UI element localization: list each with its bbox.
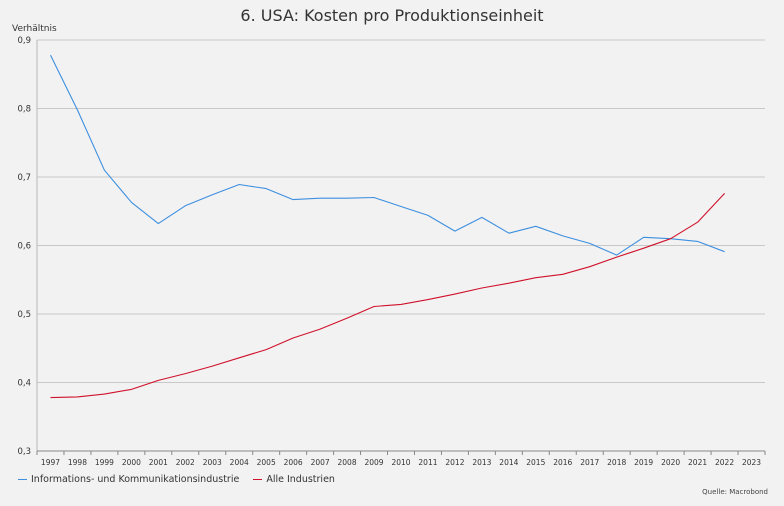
series-1-point	[212, 365, 213, 366]
series-0-point	[50, 54, 51, 55]
series-1-point	[77, 396, 78, 397]
legend-item-ikt: Informations- und Kommunikationsindustri…	[18, 474, 239, 485]
legend-label-ikt: Informations- und Kommunikationsindustri…	[31, 474, 240, 485]
series-0-point	[400, 206, 401, 207]
series-1-point	[589, 266, 590, 267]
x-tick-label: 2021	[688, 458, 707, 467]
series-0-point	[320, 198, 321, 199]
series-1-point	[50, 397, 51, 398]
series-1-point	[643, 248, 644, 249]
series-0-point	[131, 202, 132, 203]
x-tick-label: 2007	[311, 458, 330, 467]
series-0-point	[697, 241, 698, 242]
series-0-point	[454, 231, 455, 232]
x-tick-label: 1998	[68, 458, 87, 467]
series-0-point	[77, 109, 78, 110]
series-1-point	[670, 238, 671, 239]
y-tick-label: 0,9	[17, 36, 31, 46]
series-0-point	[589, 243, 590, 244]
y-tick-label: 0,7	[17, 173, 31, 183]
series-1-point	[535, 277, 536, 278]
x-tick-label: 2018	[607, 458, 626, 467]
x-tick-label: 2023	[742, 458, 761, 467]
x-tick-label: 2010	[391, 458, 410, 467]
series-1-point	[293, 337, 294, 338]
series-0-point	[481, 217, 482, 218]
series-1-point	[562, 274, 563, 275]
series-1-point	[373, 306, 374, 307]
series-0-point	[185, 205, 186, 206]
series-0-point	[104, 170, 105, 171]
series-1-point	[481, 287, 482, 288]
x-tick-label: 2002	[176, 458, 195, 467]
x-tick-label: 2016	[553, 458, 572, 467]
y-tick-label: 0,8	[17, 105, 31, 115]
series-0-point	[212, 194, 213, 195]
series-0-point	[562, 235, 563, 236]
series-0-point	[643, 237, 644, 238]
series-1-point	[346, 318, 347, 319]
legend-swatch-ikt	[18, 478, 27, 481]
series-0-point	[239, 184, 240, 185]
x-tick-label: 2008	[338, 458, 357, 467]
series-1-point	[320, 328, 321, 329]
series-line-1	[50, 193, 726, 399]
legend-label-alle: Alle Industrien	[266, 474, 335, 485]
series-0-point	[427, 215, 428, 216]
x-tick-label: 2015	[526, 458, 545, 467]
series-0-point	[158, 223, 159, 224]
x-tick-label: 2006	[284, 458, 303, 467]
x-tick-label: 2019	[634, 458, 653, 467]
legend: Informations- und Kommunikationsindustri…	[18, 474, 335, 485]
series-0-point	[266, 188, 267, 189]
x-tick-label: 2004	[230, 458, 249, 467]
x-tick-label: 2009	[364, 458, 383, 467]
legend-swatch-alle	[253, 478, 263, 481]
x-tick-label: 2000	[122, 458, 141, 467]
series-1-point	[400, 304, 401, 305]
series-0-point	[535, 226, 536, 227]
x-tick-label: 2013	[472, 458, 491, 467]
series-0-point	[616, 254, 617, 255]
series-1-point	[131, 389, 132, 390]
series-1-point	[697, 222, 698, 223]
series-1-point	[266, 349, 267, 350]
legend-item-alle: Alle Industrien	[253, 474, 335, 485]
series-0-point	[508, 233, 509, 234]
series-1-point	[239, 357, 240, 358]
x-tick-label: 2012	[445, 458, 464, 467]
y-axis-label: Verhältnis	[12, 24, 57, 34]
series-1-point	[104, 394, 105, 395]
source-note: Quelle: Macrobond	[702, 488, 768, 496]
x-tick-label: 2011	[418, 458, 437, 467]
series-1-point	[427, 299, 428, 300]
series-0-point	[293, 199, 294, 200]
x-tick-label: 2017	[580, 458, 599, 467]
x-tick-label: 2020	[661, 458, 680, 467]
y-tick-label: 0,5	[17, 310, 31, 320]
series-0-point	[724, 251, 725, 252]
x-tick-label: 2001	[149, 458, 168, 467]
series-1-point	[158, 380, 159, 381]
x-tick-label: 1997	[41, 458, 60, 467]
chart-title: 6. USA: Kosten pro Produktionseinheit	[240, 6, 544, 25]
series-0-point	[373, 197, 374, 198]
x-tick-label: 2014	[499, 458, 518, 467]
y-tick-label: 0,3	[17, 447, 31, 457]
x-tick-label: 2005	[257, 458, 276, 467]
y-tick-label: 0,6	[17, 242, 31, 252]
series-line-0	[50, 54, 725, 256]
y-tick-label: 0,4	[17, 379, 31, 389]
series-1-point	[616, 257, 617, 258]
x-tick-label: 1999	[95, 458, 114, 467]
series-0-point	[346, 198, 347, 199]
series-1-point	[508, 283, 509, 284]
series-1-point	[724, 193, 725, 194]
series-1-point	[185, 373, 186, 374]
x-tick-label: 2003	[203, 458, 222, 467]
x-tick-label: 2022	[715, 458, 734, 467]
series-1-point	[454, 294, 455, 295]
